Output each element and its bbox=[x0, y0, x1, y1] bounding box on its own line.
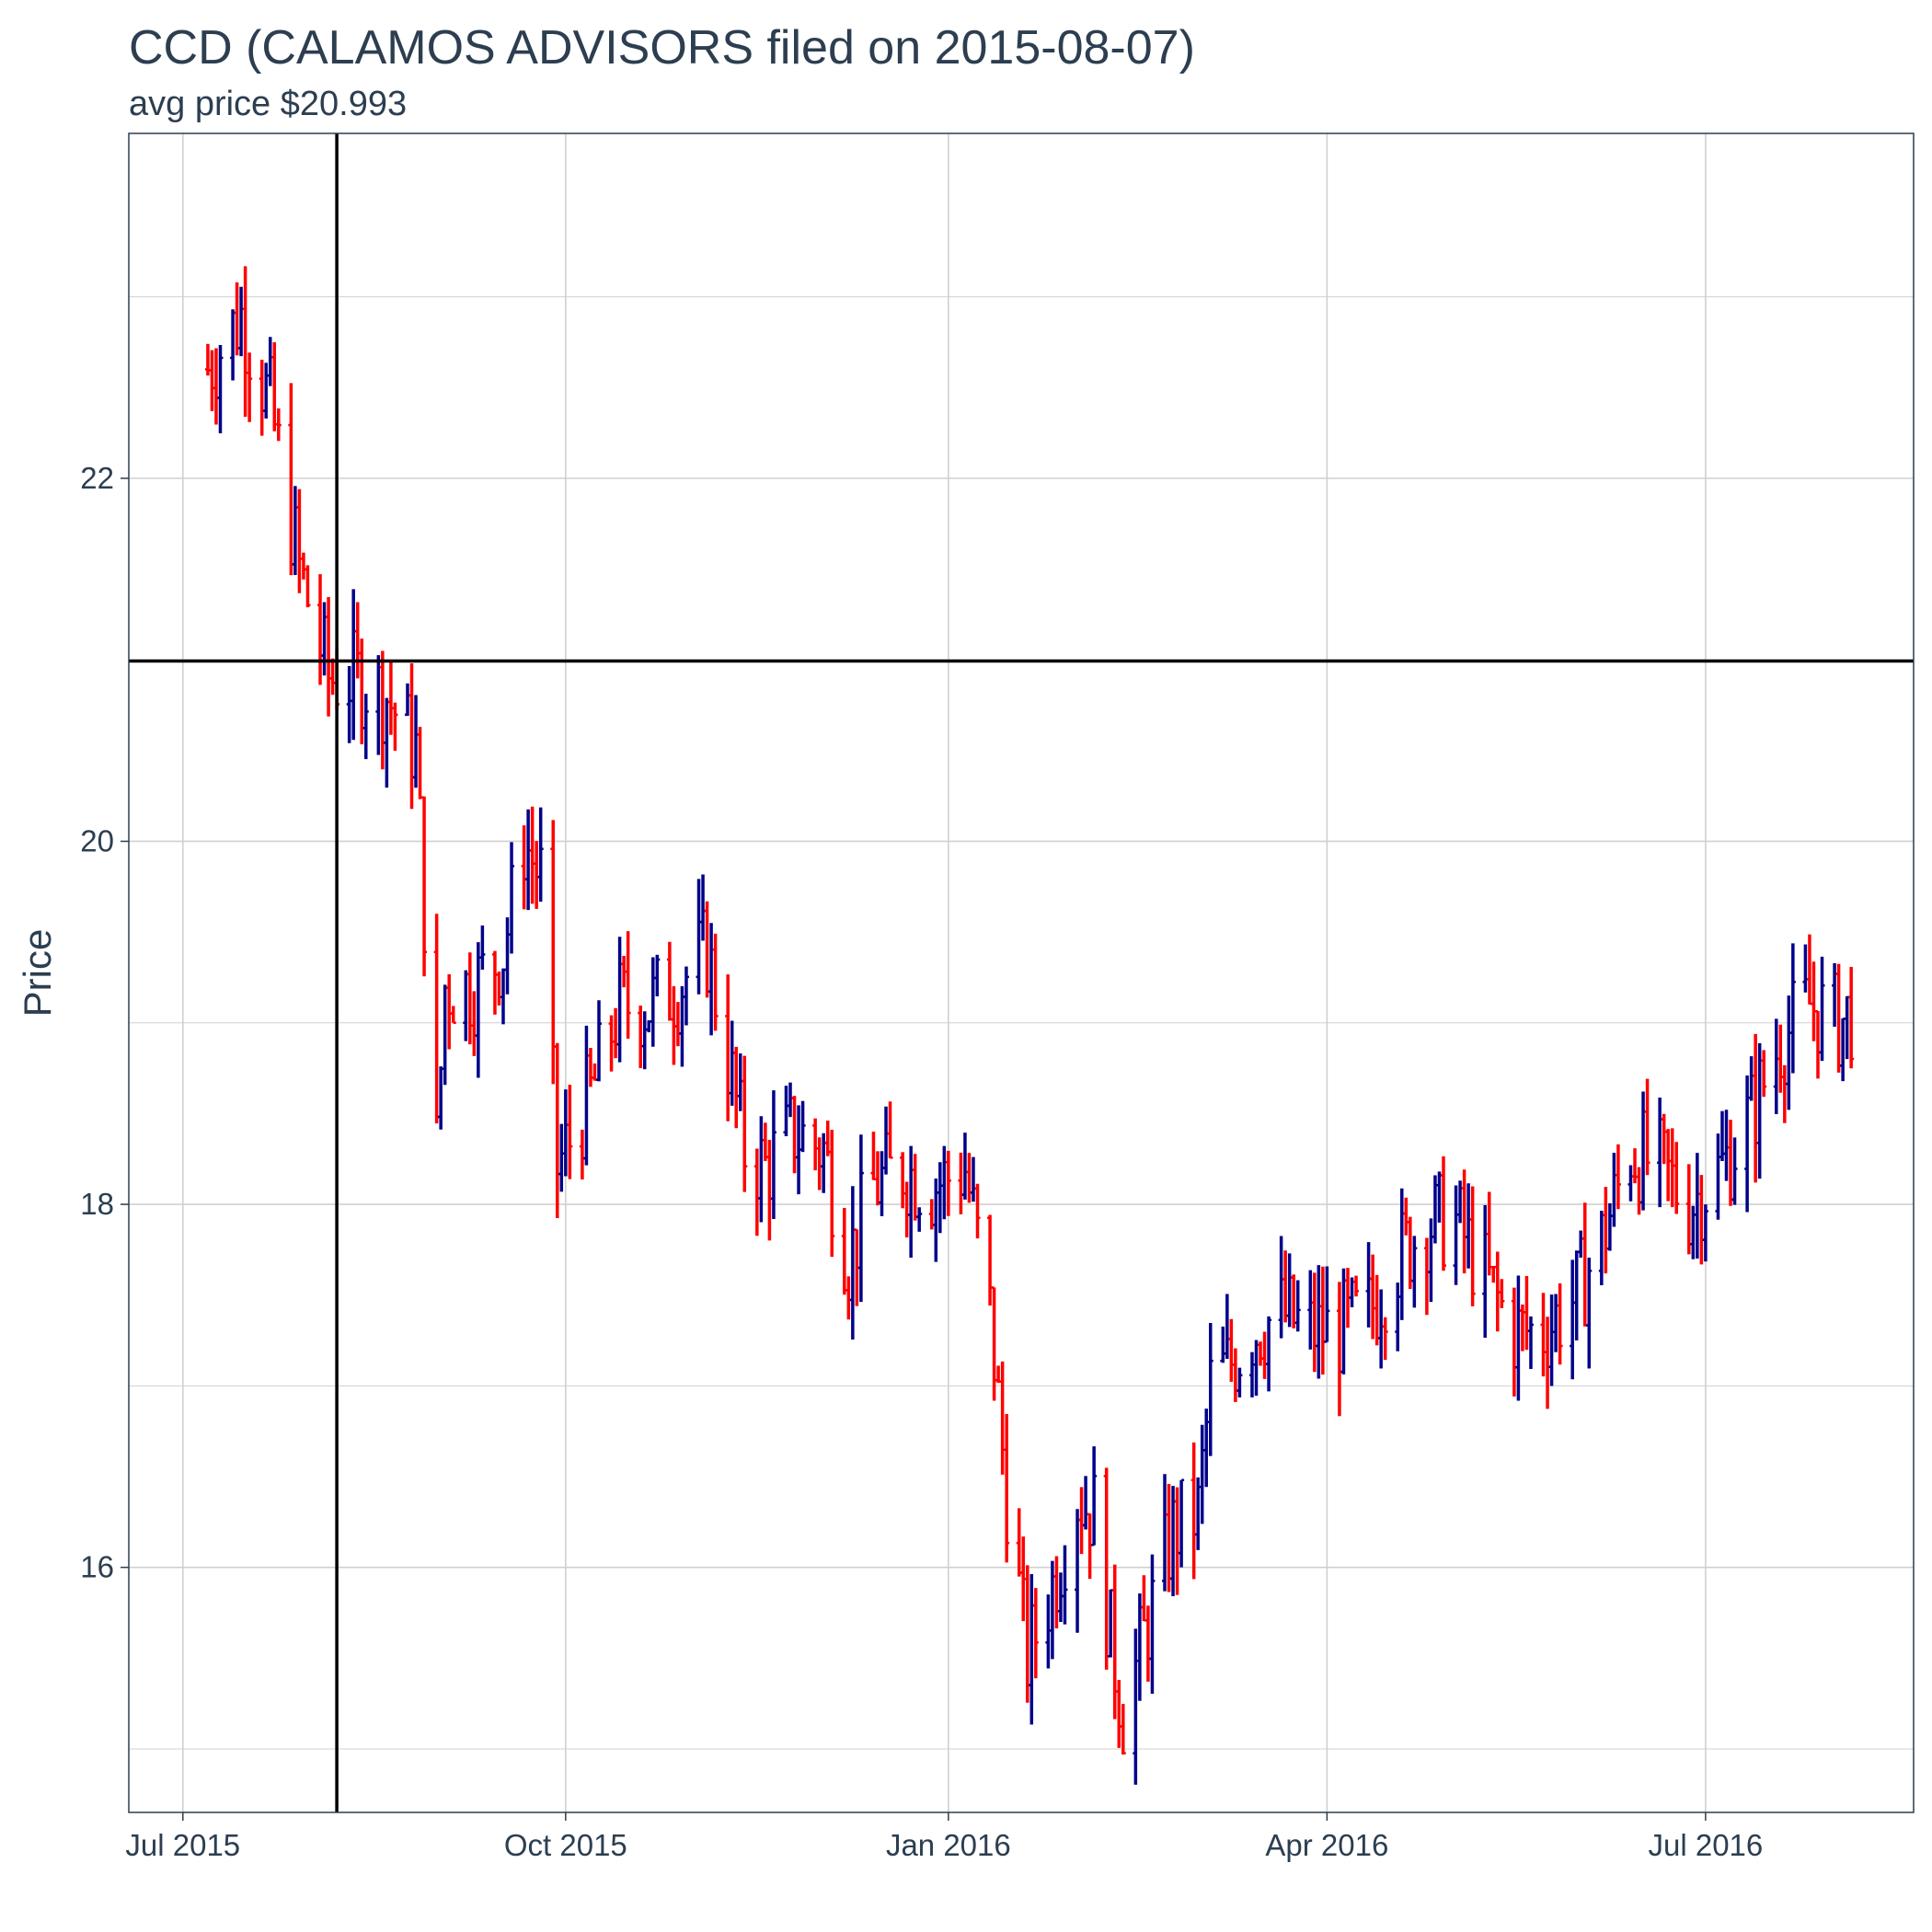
x-axis: Jul 2015 Oct 2015 Jan 2016 Apr 2016 Jul 2016 bbox=[125, 1812, 1763, 1862]
ohlc-bar bbox=[1848, 966, 1855, 1069]
y-axis: 16 18 20 22 bbox=[80, 461, 129, 1584]
ohlc-bar bbox=[479, 925, 486, 970]
ohlc-bar bbox=[450, 1006, 456, 1024]
y-tick-label: 18 bbox=[80, 1187, 114, 1221]
ohlc-bar bbox=[857, 1134, 864, 1303]
chart-subtitle: avg price $20.993 bbox=[129, 85, 408, 123]
ohlc-bar bbox=[654, 954, 661, 996]
ohlc-bar bbox=[217, 344, 224, 433]
ohlc-bar bbox=[1702, 1204, 1708, 1262]
ohlc-bar bbox=[392, 702, 398, 752]
ohlc-bar bbox=[1382, 1317, 1388, 1361]
ohlc-bar bbox=[1557, 1282, 1563, 1365]
y-tick-label: 16 bbox=[80, 1550, 114, 1584]
y-tick-label: 20 bbox=[80, 823, 114, 857]
ohlc-bar bbox=[770, 1090, 776, 1220]
ohlc-bar bbox=[1499, 1279, 1505, 1308]
ohlc-bar bbox=[537, 807, 544, 903]
ohlc-bar bbox=[1179, 1478, 1185, 1568]
ohlc-bar bbox=[1062, 1545, 1068, 1625]
ohlc-bar bbox=[1149, 1554, 1156, 1695]
ohlc-bar bbox=[1819, 956, 1825, 1062]
ohlc-bar bbox=[1586, 1257, 1593, 1369]
ohlc-bar bbox=[1644, 1078, 1650, 1176]
ohlc-bar bbox=[1032, 1588, 1039, 1679]
ohlc-bar bbox=[275, 408, 282, 442]
ohlc-bar bbox=[712, 933, 719, 1031]
ohlc-bar bbox=[1731, 1137, 1738, 1205]
y-axis-title: Price bbox=[16, 929, 59, 1018]
x-tick-label: Jul 2016 bbox=[1649, 1828, 1764, 1862]
plot-background bbox=[129, 133, 1914, 1812]
ohlc-bar bbox=[742, 1055, 748, 1192]
x-tick-label: Apr 2016 bbox=[1265, 1828, 1388, 1862]
ohlc-bar bbox=[1004, 1413, 1010, 1563]
ohlc-bar bbox=[1091, 1446, 1098, 1547]
x-tick-label: Jan 2016 bbox=[886, 1828, 1011, 1862]
ohlc-bar bbox=[567, 1085, 573, 1179]
ohlc-bar bbox=[974, 1183, 981, 1239]
ohlc-bar bbox=[829, 1130, 835, 1258]
y-tick-label: 22 bbox=[80, 461, 114, 495]
ohlc-bar bbox=[1440, 1156, 1446, 1271]
reference-lines bbox=[129, 133, 1914, 1812]
ohlc-bar bbox=[362, 694, 369, 760]
ohlc-bar bbox=[509, 842, 515, 954]
plot-border bbox=[128, 132, 1915, 1813]
ohlc-bar bbox=[1761, 1050, 1767, 1098]
ohlc-bar bbox=[1294, 1280, 1301, 1332]
ohlc-bar bbox=[1615, 1144, 1621, 1210]
ohlc-bar bbox=[305, 565, 311, 608]
ohlc-bar bbox=[916, 1207, 923, 1232]
ohlc-bar bbox=[1411, 1236, 1418, 1308]
ohlc-bar bbox=[1120, 1704, 1126, 1755]
ohlc-bars bbox=[204, 266, 1855, 1785]
x-tick-label: Jul 2015 bbox=[125, 1828, 240, 1862]
ohlc-bar bbox=[1469, 1186, 1476, 1306]
ohlc-bar bbox=[1266, 1316, 1272, 1392]
ohlc-bar bbox=[799, 1100, 806, 1153]
ohlc-bar bbox=[1673, 1142, 1680, 1214]
ohlc-bar bbox=[945, 1150, 951, 1216]
ohlc-bar bbox=[887, 1101, 893, 1159]
ohlc-bar bbox=[596, 1000, 603, 1082]
ohlc-bar bbox=[247, 352, 253, 422]
ohlc-bar bbox=[683, 966, 689, 1026]
ohlc-bar bbox=[421, 796, 428, 977]
x-tick-label: Oct 2015 bbox=[504, 1828, 627, 1862]
ohlc-bar bbox=[1353, 1275, 1360, 1297]
ohlc-bar bbox=[1324, 1266, 1330, 1343]
ohlc-bar bbox=[1789, 943, 1796, 1074]
chart-title: CCD (CALAMOS ADVISORS filed on 2015-08-0… bbox=[129, 21, 1195, 75]
ohlc-bar bbox=[1236, 1367, 1243, 1397]
ohlc-bar bbox=[1527, 1316, 1534, 1370]
ohlc-bar bbox=[1207, 1323, 1213, 1456]
ohlc-bar bbox=[625, 931, 631, 1040]
